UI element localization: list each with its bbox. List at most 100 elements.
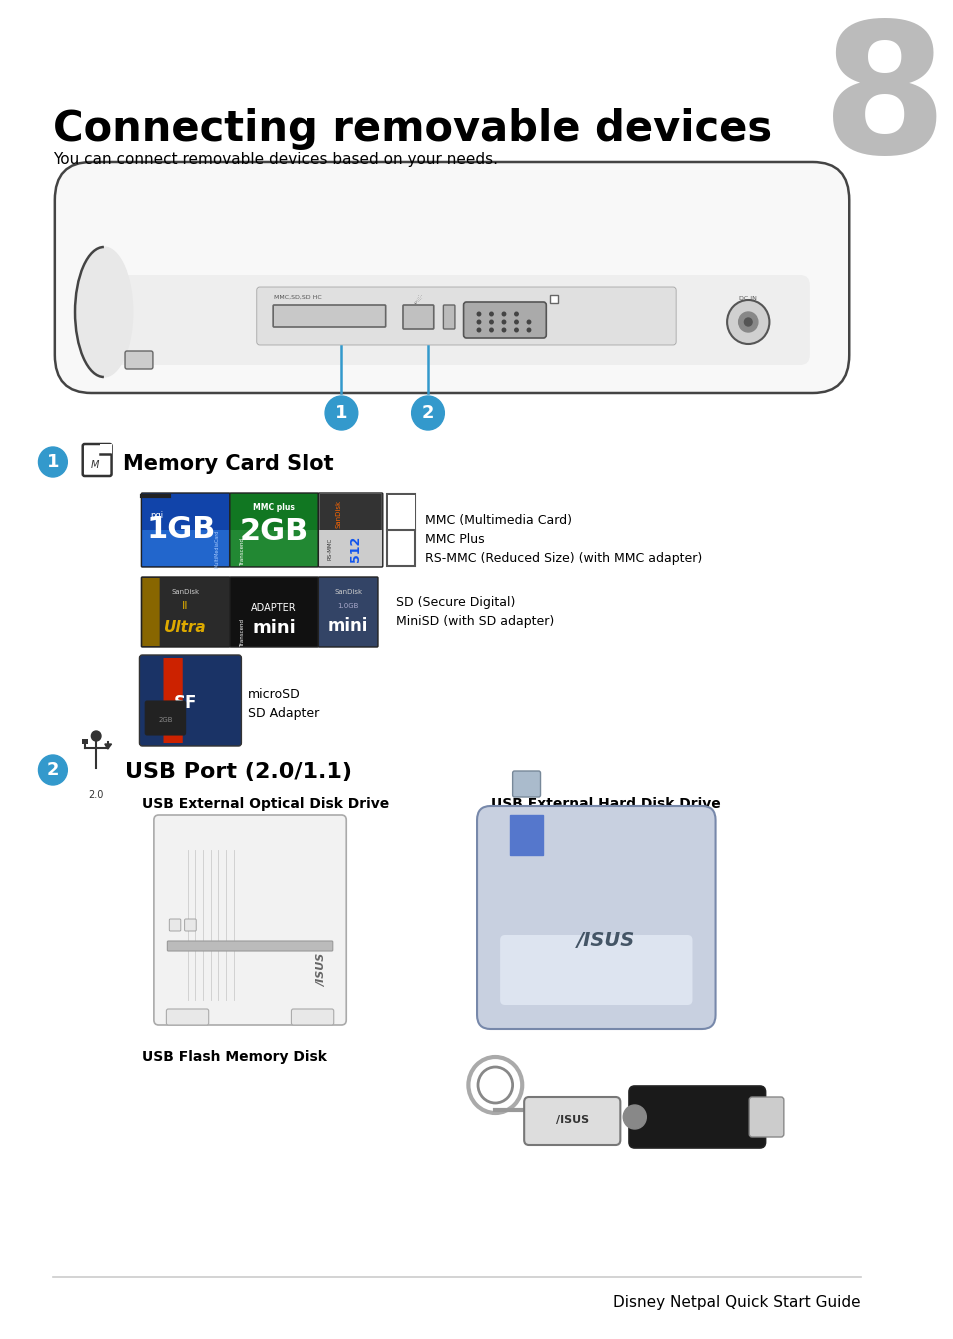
- Text: MMC,SD,SD HC: MMC,SD,SD HC: [274, 295, 321, 300]
- Circle shape: [325, 396, 357, 430]
- FancyBboxPatch shape: [185, 919, 196, 931]
- Text: SanDisk: SanDisk: [172, 589, 199, 595]
- Text: SD (Secure Digital)
MiniSD (with SD adapter): SD (Secure Digital) MiniSD (with SD adap…: [395, 596, 554, 628]
- FancyBboxPatch shape: [387, 495, 415, 530]
- FancyBboxPatch shape: [166, 1010, 209, 1024]
- Text: RS-MMC: RS-MMC: [327, 538, 332, 560]
- FancyBboxPatch shape: [153, 815, 346, 1024]
- Text: $☄$: $☄$: [413, 293, 423, 307]
- Circle shape: [738, 312, 757, 332]
- FancyBboxPatch shape: [273, 305, 385, 327]
- Circle shape: [476, 312, 480, 316]
- Text: SanDisk: SanDisk: [153, 699, 160, 727]
- FancyBboxPatch shape: [145, 702, 186, 735]
- Text: USB External Optical Disk Drive: USB External Optical Disk Drive: [142, 797, 389, 811]
- Circle shape: [515, 312, 517, 316]
- Text: Memory Card Slot: Memory Card Slot: [123, 454, 334, 474]
- FancyBboxPatch shape: [167, 941, 333, 951]
- Text: USB Flash Memory Disk: USB Flash Memory Disk: [142, 1050, 327, 1065]
- Text: /ISUS: /ISUS: [555, 1115, 588, 1125]
- Text: /ISUS: /ISUS: [577, 931, 635, 949]
- FancyBboxPatch shape: [748, 1097, 783, 1137]
- Text: mini: mini: [252, 619, 295, 637]
- FancyBboxPatch shape: [163, 657, 183, 743]
- FancyBboxPatch shape: [319, 494, 381, 530]
- FancyBboxPatch shape: [499, 935, 692, 1006]
- Circle shape: [501, 320, 505, 324]
- FancyBboxPatch shape: [230, 493, 318, 566]
- Text: 2GB: 2GB: [158, 716, 172, 723]
- Ellipse shape: [75, 246, 132, 378]
- FancyBboxPatch shape: [318, 577, 377, 647]
- Circle shape: [476, 320, 480, 324]
- Polygon shape: [105, 744, 112, 749]
- Text: MMC plus: MMC plus: [253, 503, 294, 513]
- Text: MMC (Multimedia Card)
MMC Plus
RS-MMC (Reduced Size) (with MMC adapter): MMC (Multimedia Card) MMC Plus RS-MMC (R…: [425, 514, 701, 565]
- Circle shape: [743, 317, 751, 325]
- Circle shape: [726, 300, 769, 344]
- FancyBboxPatch shape: [54, 162, 848, 394]
- FancyBboxPatch shape: [142, 530, 229, 566]
- Circle shape: [489, 312, 493, 316]
- Circle shape: [527, 320, 530, 324]
- FancyBboxPatch shape: [82, 739, 89, 744]
- Text: MultiMediaCard: MultiMediaCard: [214, 530, 219, 568]
- Text: 2.0: 2.0: [89, 790, 104, 799]
- FancyBboxPatch shape: [142, 578, 159, 645]
- Text: SanDisk: SanDisk: [335, 499, 341, 528]
- FancyBboxPatch shape: [141, 577, 230, 647]
- FancyBboxPatch shape: [291, 1010, 334, 1024]
- Text: 512: 512: [349, 536, 362, 562]
- Circle shape: [515, 328, 517, 332]
- Circle shape: [411, 396, 444, 430]
- Text: /ISUS: /ISUS: [316, 953, 327, 987]
- FancyBboxPatch shape: [231, 530, 317, 566]
- Text: 1.0GB: 1.0GB: [337, 603, 358, 609]
- Text: 2: 2: [421, 404, 434, 422]
- Text: pqi: pqi: [150, 511, 163, 521]
- Circle shape: [38, 755, 68, 785]
- Circle shape: [38, 447, 68, 477]
- FancyBboxPatch shape: [141, 493, 230, 566]
- Text: 2: 2: [47, 761, 59, 779]
- FancyBboxPatch shape: [523, 1097, 619, 1145]
- Text: Ultra: Ultra: [164, 620, 207, 636]
- Text: microSD
SD Adapter: microSD SD Adapter: [248, 688, 319, 720]
- Text: II: II: [182, 601, 189, 611]
- Circle shape: [501, 312, 505, 316]
- Text: USB External Hard Disk Drive: USB External Hard Disk Drive: [490, 797, 720, 811]
- FancyBboxPatch shape: [386, 494, 416, 566]
- FancyBboxPatch shape: [169, 919, 181, 931]
- Text: You can connect removable devices based on your needs.: You can connect removable devices based …: [52, 153, 497, 167]
- Text: 8: 8: [821, 15, 946, 191]
- FancyBboxPatch shape: [402, 305, 434, 329]
- Text: Disney Netpal Quick Start Guide: Disney Netpal Quick Start Guide: [613, 1295, 860, 1310]
- FancyBboxPatch shape: [83, 445, 112, 475]
- FancyBboxPatch shape: [125, 351, 152, 370]
- Circle shape: [622, 1105, 645, 1129]
- Text: 2GB: 2GB: [239, 517, 309, 546]
- Text: SF: SF: [173, 694, 197, 712]
- Text: USB Port (2.0/1.1): USB Port (2.0/1.1): [125, 762, 352, 782]
- FancyBboxPatch shape: [256, 287, 676, 345]
- FancyBboxPatch shape: [100, 445, 112, 454]
- Text: M: M: [91, 461, 99, 470]
- FancyBboxPatch shape: [94, 274, 809, 366]
- Circle shape: [515, 320, 517, 324]
- Text: Transcend: Transcend: [240, 619, 245, 647]
- Circle shape: [476, 328, 480, 332]
- Text: DC IN: DC IN: [739, 296, 757, 300]
- Text: Transcend: Transcend: [240, 538, 245, 566]
- FancyBboxPatch shape: [318, 493, 382, 566]
- Text: 1: 1: [47, 453, 59, 471]
- Circle shape: [527, 328, 530, 332]
- FancyBboxPatch shape: [550, 295, 558, 303]
- Text: 1: 1: [335, 404, 347, 422]
- Circle shape: [489, 328, 493, 332]
- Text: Connecting removable devices: Connecting removable devices: [52, 108, 771, 150]
- Text: SanDisk: SanDisk: [334, 589, 362, 595]
- FancyBboxPatch shape: [139, 655, 241, 746]
- Circle shape: [501, 328, 505, 332]
- Text: ADAPTER: ADAPTER: [251, 603, 296, 613]
- Circle shape: [91, 731, 101, 740]
